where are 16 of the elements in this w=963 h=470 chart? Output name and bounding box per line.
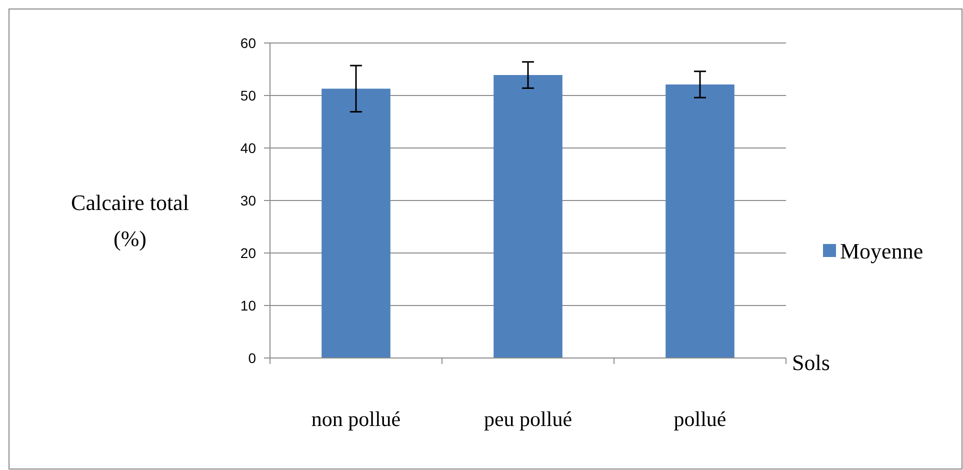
y-tick-label: 0 <box>248 350 256 366</box>
y-tick-label: 30 <box>240 192 256 208</box>
y-tick-label: 10 <box>240 297 256 314</box>
x-tick-label: non pollué <box>311 407 401 431</box>
x-tick-label: pollué <box>674 407 726 431</box>
bar <box>494 75 562 358</box>
y-tick-label: 40 <box>240 140 256 156</box>
legend-label: Moyenne <box>840 238 924 264</box>
y-tick-label: 60 <box>240 34 256 51</box>
y-tick-label: 20 <box>240 244 256 261</box>
x-tick-label: peu pollué <box>484 407 572 431</box>
bar <box>666 84 734 358</box>
bar <box>322 88 390 358</box>
x-axis-title: Sols <box>792 350 830 375</box>
y-tick-label: 50 <box>240 87 256 104</box>
y-axis-title: Calcaire total (%) <box>71 190 189 251</box>
